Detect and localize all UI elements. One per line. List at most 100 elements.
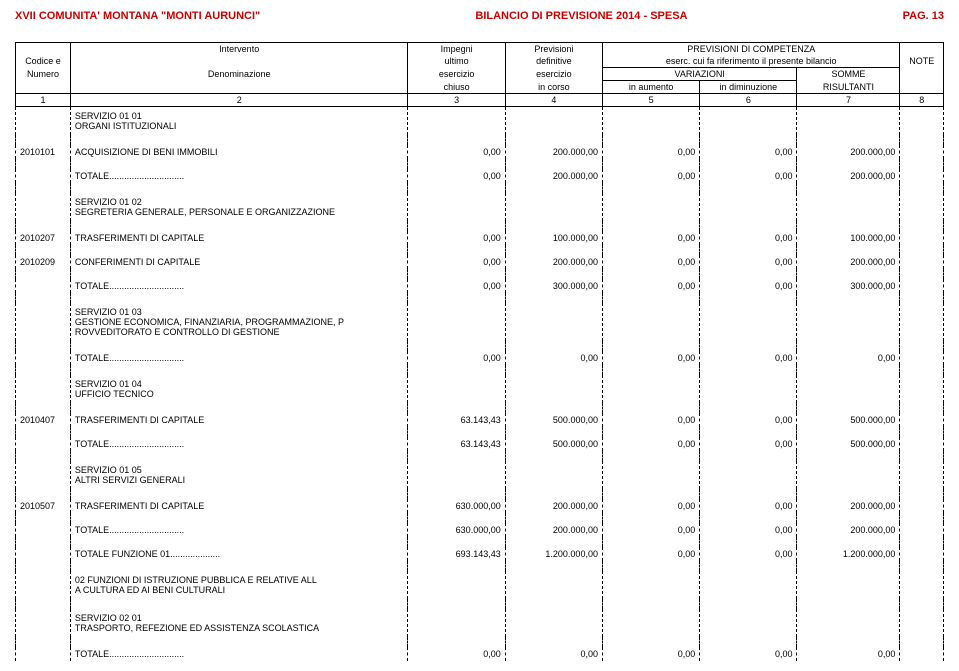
empty-cell (900, 193, 944, 221)
hdr-cell (70, 55, 408, 68)
spacer-cell (700, 537, 797, 547)
spacer-cell (700, 451, 797, 461)
spacer-cell (505, 403, 602, 413)
spacer-cell (16, 637, 71, 647)
row-c3: 630.000,00 (408, 499, 505, 513)
spacer-cell (408, 341, 505, 351)
spacer-cell (70, 293, 408, 303)
spacer-cell (16, 269, 71, 279)
spacer-cell (797, 365, 900, 375)
table-row: TOTALE..............................63.1… (16, 437, 944, 451)
hdr-cell (900, 81, 944, 94)
hdr-cell: in aumento (602, 81, 699, 94)
empty-cell (797, 609, 900, 637)
row-c5: 0,00 (602, 523, 699, 537)
spacer-cell (602, 427, 699, 437)
row-c6: 0,00 (700, 351, 797, 365)
hdr-cell: RISULTANTI (797, 81, 900, 94)
colnum: 1 (16, 94, 71, 107)
row-c5: 0,00 (602, 499, 699, 513)
table-row (16, 221, 944, 231)
row-c6: 0,00 (700, 523, 797, 537)
row-code (16, 523, 71, 537)
table-row: 2010209CONFERIMENTI DI CAPITALE0,00200.0… (16, 255, 944, 269)
row-note (900, 499, 944, 513)
table-row: 2010407TRASFERIMENTI DI CAPITALE63.143,4… (16, 413, 944, 427)
row-note (900, 169, 944, 183)
row-code (16, 647, 71, 661)
spacer-cell (16, 403, 71, 413)
section-code (16, 375, 71, 403)
spacer-cell (797, 427, 900, 437)
table-row: 2010207TRASFERIMENTI DI CAPITALE0,00100.… (16, 231, 944, 245)
table-row (16, 489, 944, 499)
row-code: 2010407 (16, 413, 71, 427)
spacer-cell (408, 489, 505, 499)
spacer-cell (797, 293, 900, 303)
row-c7: 300.000,00 (797, 279, 900, 293)
row-c6: 0,00 (700, 547, 797, 561)
section-desc: SERVIZIO 01 04 UFFICIO TECNICO (70, 375, 408, 403)
spacer-cell (797, 341, 900, 351)
column-number-row: 1 2 3 4 5 6 7 8 (16, 94, 944, 107)
spacer-cell (797, 221, 900, 231)
spacer-cell (900, 135, 944, 145)
table-row (16, 365, 944, 375)
spacer-cell (700, 293, 797, 303)
spacer-cell (797, 637, 900, 647)
row-desc: TRASFERIMENTI DI CAPITALE (70, 413, 408, 427)
row-c7: 0,00 (797, 351, 900, 365)
spacer-cell (505, 489, 602, 499)
colnum: 4 (505, 94, 602, 107)
row-code: 2010101 (16, 145, 71, 159)
section-desc: SERVIZIO 01 05 ALTRI SERVIZI GENERALI (70, 461, 408, 489)
row-code: 2010209 (16, 255, 71, 269)
spacer-cell (797, 403, 900, 413)
section-code (16, 609, 71, 637)
row-c5: 0,00 (602, 255, 699, 269)
row-c5: 0,00 (602, 351, 699, 365)
row-c4: 500.000,00 (505, 413, 602, 427)
spacer-cell (70, 537, 408, 547)
spacer-cell (70, 159, 408, 169)
empty-cell (900, 571, 944, 599)
spacer-cell (797, 561, 900, 571)
empty-cell (900, 107, 944, 136)
row-c3: 0,00 (408, 145, 505, 159)
section-code (16, 107, 71, 136)
spacer-cell (602, 269, 699, 279)
spacer-cell (602, 561, 699, 571)
spacer-cell (602, 451, 699, 461)
spacer-cell (602, 537, 699, 547)
spacer-cell (900, 427, 944, 437)
row-c7: 500.000,00 (797, 413, 900, 427)
spacer-cell (70, 513, 408, 523)
spacer-cell (602, 513, 699, 523)
empty-cell (700, 193, 797, 221)
row-c3: 63.143,43 (408, 413, 505, 427)
spacer-cell (16, 513, 71, 523)
spacer-cell (797, 451, 900, 461)
empty-cell (602, 571, 699, 599)
row-c7: 200.000,00 (797, 255, 900, 269)
spacer-cell (797, 599, 900, 609)
row-desc: TOTALE.............................. (70, 437, 408, 451)
row-desc: TRASFERIMENTI DI CAPITALE (70, 231, 408, 245)
empty-cell (408, 193, 505, 221)
hdr-cell: Codice e (16, 55, 71, 68)
spacer-cell (408, 451, 505, 461)
colnum: 3 (408, 94, 505, 107)
spacer-cell (70, 599, 408, 609)
hdr-cell (900, 68, 944, 81)
spacer-cell (505, 537, 602, 547)
spacer-cell (900, 159, 944, 169)
spacer-cell (700, 183, 797, 193)
row-code (16, 351, 71, 365)
spacer-cell (700, 269, 797, 279)
header-row-1: Intervento Impegni Previsioni PREVISIONI… (16, 43, 944, 56)
empty-cell (900, 375, 944, 403)
section-desc: SERVIZIO 02 01 TRASPORTO, REFEZIONE ED A… (70, 609, 408, 637)
spacer-cell (70, 221, 408, 231)
empty-cell (797, 107, 900, 136)
table-row (16, 537, 944, 547)
